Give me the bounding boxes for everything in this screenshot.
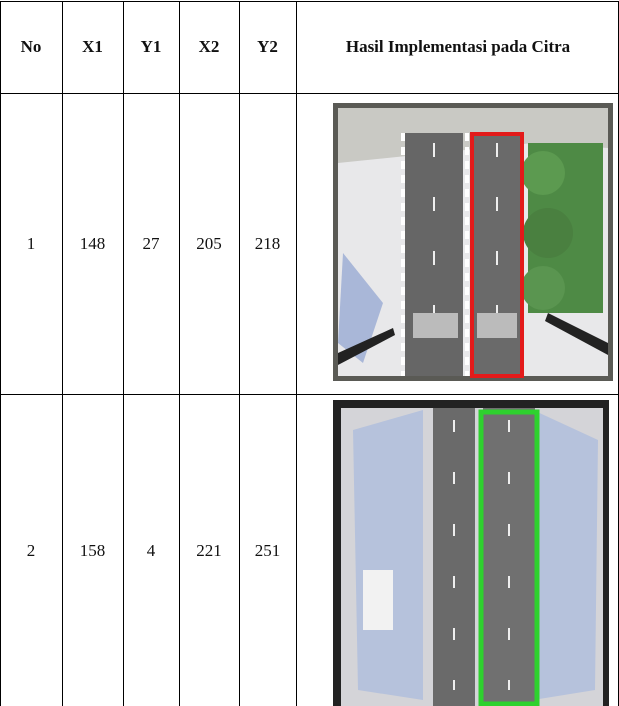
header-cell: Hasil Implementasi pada Citra [330, 1, 586, 93]
cell: 158 [62, 395, 123, 706]
header-cell: X2 [179, 1, 239, 93]
cell: 148 [62, 94, 123, 394]
cell: 218 [239, 94, 296, 394]
cell: 27 [123, 94, 179, 394]
header-cell: Y1 [123, 1, 179, 93]
cell: 251 [239, 395, 296, 706]
cell: 2 [0, 395, 62, 706]
image [333, 400, 609, 706]
cell: 221 [179, 395, 239, 706]
header-cell: No [0, 1, 62, 93]
image [333, 103, 613, 381]
header-cell: Y2 [239, 1, 296, 93]
cell: 205 [179, 94, 239, 394]
border [296, 1, 297, 706]
header-cell: X1 [62, 1, 123, 93]
cell: 1 [0, 94, 62, 394]
page: No X1 Y1 X2 Y2 Hasil Implementasi pada C… [0, 0, 619, 706]
cell: 4 [123, 395, 179, 706]
